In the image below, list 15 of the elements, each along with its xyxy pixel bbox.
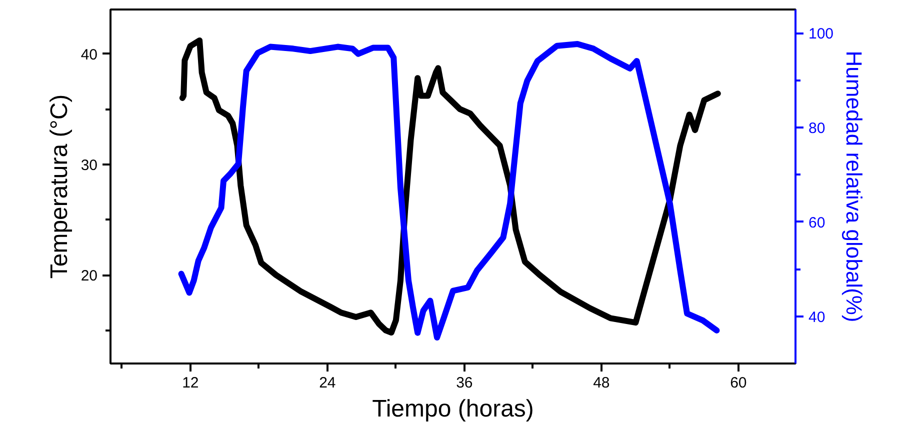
- y-axis-title: Temperatura (°C): [46, 94, 73, 279]
- x-tick-label: 24: [319, 374, 336, 392]
- x-tick-label: 60: [730, 374, 747, 392]
- y-tick-label: 40: [80, 46, 98, 64]
- x-tick-label: 12: [182, 374, 199, 392]
- y2-tick-label: 40: [808, 308, 826, 326]
- y-tick-label: 20: [80, 268, 98, 284]
- y-tick-label: 30: [80, 156, 98, 174]
- y2-tick-label: 80: [808, 120, 826, 137]
- y2-axis-title: Humedad relativa global(%): [842, 50, 867, 322]
- x-axis-title: Tiempo (horas): [372, 396, 534, 422]
- x-tick-label: 36: [456, 374, 473, 392]
- y2-tick-label: 100: [808, 26, 834, 43]
- y2-tick-label: 60: [808, 214, 826, 232]
- x-tick-label: 48: [593, 374, 610, 392]
